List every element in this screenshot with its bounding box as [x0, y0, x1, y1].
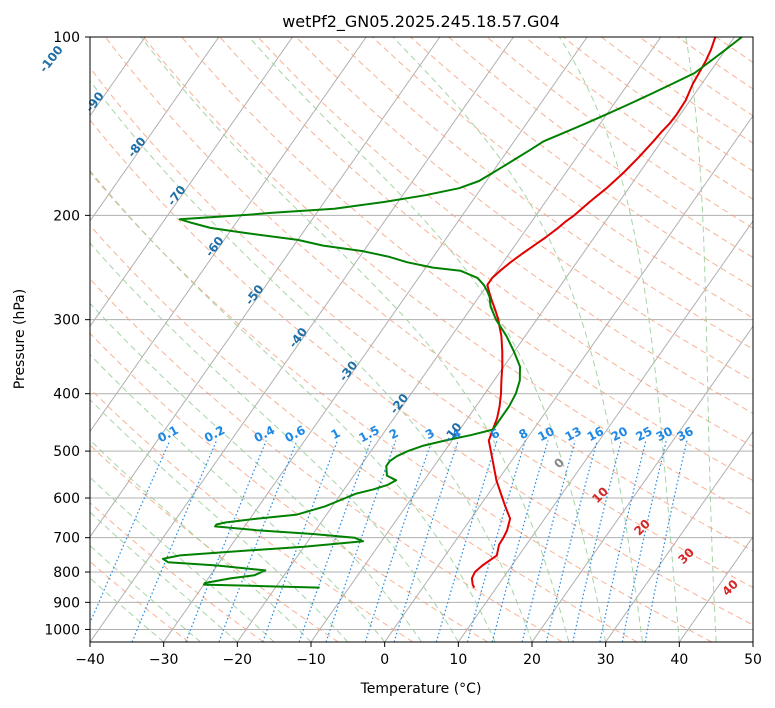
mixing-ratio-label: 25: [633, 424, 654, 444]
profile-series: [161, 37, 743, 589]
y-axis-title: Pressure (hPa): [12, 289, 28, 389]
x-tick-label: −30: [149, 652, 179, 668]
moist-adiabat-line: [685, 37, 717, 642]
y-tick-label: 300: [53, 313, 80, 329]
plot-area: [90, 37, 753, 642]
moist-adiabat-line: [90, 439, 312, 642]
mixing-ratio-label: 36: [674, 424, 695, 444]
plot-frame: [89, 36, 754, 643]
moist-adiabat-line: [90, 511, 238, 642]
dry-adiabat-line: [90, 278, 563, 642]
x-tick-label: 10: [449, 652, 467, 668]
x-tick-label: 0: [380, 652, 389, 668]
dry-adiabat-line: [90, 67, 753, 588]
mixing-ratio-label: 30: [654, 424, 675, 444]
x-tick-label: 40: [670, 652, 688, 668]
mixing-ratio-label: 16: [585, 424, 606, 444]
mixing-ratio-line: [644, 440, 688, 642]
y-tick-label: 700: [53, 531, 80, 547]
chart-title: wetPf2_GN05.2025.245.18.57.G04: [282, 12, 560, 32]
x-tick-label: −20: [223, 652, 253, 668]
mixing-ratio-line: [491, 440, 549, 642]
dewpoint-profile-line: [161, 37, 743, 589]
x-tick-label: 30: [597, 652, 615, 668]
isotherm-line: [678, 535, 753, 642]
y-tick-label: 400: [53, 387, 80, 403]
isotherm-line: [90, 37, 220, 222]
mixing-ratio-line: [572, 440, 622, 642]
dry-adiabat-line: [90, 502, 264, 642]
mixing-ratio-line: [262, 440, 339, 642]
mixing-ratio-line: [599, 440, 647, 642]
moist-adiabat-line: [90, 79, 533, 642]
mixing-ratio-label: 13: [563, 424, 584, 444]
isotherm-lines: [90, 37, 753, 642]
y-tick-label: 500: [53, 444, 80, 460]
x-axis-ticks: −40 −30 −20 −10 0 10 20 30 40 50: [75, 642, 762, 668]
y-tick-label: 100: [53, 30, 80, 46]
mixing-ratio-line: [521, 440, 576, 642]
moist-adiabat-lines: [90, 37, 717, 642]
dry-adiabat-line: [143, 37, 753, 516]
dry-adiabat-line: [257, 37, 753, 414]
x-axis-title: Temperature (°C): [360, 681, 482, 697]
dry-adiabat-lines: [90, 37, 753, 642]
dry-adiabat-line: [90, 119, 753, 626]
dry-adiabat-line: [90, 388, 414, 642]
isotherm-line: [531, 325, 753, 642]
moist-adiabat-line: [90, 544, 201, 642]
isotherm-line: [457, 220, 753, 642]
y-tick-label: 600: [53, 491, 80, 507]
y-axis-ticks: 100 200 300 400 500 600 700 800 900 1000: [44, 30, 90, 638]
dry-adiabat-line: [90, 332, 488, 642]
mixing-ratio-labels: 0.1 0.2 0.4 0.6 1 1.5 2 3 4 6 8 10 13 16 20 25 30 36: [155, 423, 695, 445]
mixing-ratio-label: 20: [609, 424, 630, 444]
y-tick-label: 1000: [44, 622, 80, 638]
mixing-ratio-line: [545, 440, 598, 642]
moist-adiabat-line: [140, 37, 570, 642]
isotherm-line: [236, 37, 662, 642]
moist-adiabat-line: [90, 476, 275, 642]
isotherm-line: [163, 37, 588, 642]
dry-adiabat-line: [219, 37, 753, 448]
isotherm-line: [90, 37, 367, 433]
mixing-ratio-line: [298, 440, 372, 642]
moist-adiabat-line: [392, 37, 643, 642]
moist-adiabat-line: [90, 577, 165, 642]
moist-adiabat-line: [90, 302, 422, 642]
dry-adiabat-line: [104, 37, 753, 552]
dry-adiabat-line: [295, 37, 753, 382]
mixing-ratio-line: [621, 440, 667, 642]
isotherm-line: [90, 37, 293, 328]
isotherm-line: [605, 430, 753, 642]
moist-adiabat-line: [248, 37, 607, 642]
y-tick-label: 200: [53, 208, 80, 224]
x-tick-label: 20: [523, 652, 541, 668]
dry-adiabat-line: [90, 171, 712, 642]
isotherm-line: [310, 37, 735, 642]
mixing-ratio-line: [90, 440, 171, 625]
x-tick-label: 50: [744, 652, 762, 668]
moist-adiabat-line: [90, 169, 496, 642]
x-tick-label: −40: [75, 652, 105, 668]
mixing-ratio-label: 10: [535, 424, 556, 444]
mixing-ratio-line: [393, 440, 459, 642]
isotherm-line: [90, 37, 441, 538]
temperature-profile-line: [470, 37, 717, 589]
x-tick-label: −10: [296, 652, 326, 668]
y-tick-label: 900: [53, 595, 80, 611]
moist-adiabat-line: [90, 353, 386, 642]
isobar-lines: [90, 37, 753, 630]
dry-adiabat-line: [90, 224, 638, 642]
mixing-ratio-line: [435, 440, 498, 642]
moist-adiabat-line: [90, 242, 459, 642]
dry-adiabat-line: [410, 37, 753, 289]
moist-adiabat-line: [558, 37, 680, 642]
isotherm-line: [384, 114, 753, 642]
y-tick-label: 800: [53, 565, 80, 581]
